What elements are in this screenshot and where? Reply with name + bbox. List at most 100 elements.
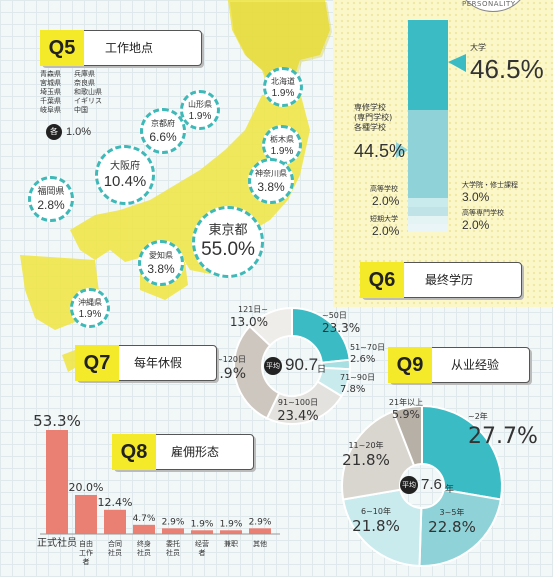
q8-bar-1	[75, 494, 97, 534]
q6-name-3: 短期大学	[370, 215, 398, 223]
q6-value-4: 3.0%	[462, 190, 490, 204]
q9-label-1: 3~5年	[440, 507, 465, 517]
q7-value-3: 23.4%	[277, 409, 318, 424]
location-hokkaido: 北海道 1.9%	[263, 67, 303, 107]
q5-tag: Q5	[40, 30, 84, 66]
q8-bar-7	[249, 528, 271, 534]
q6-name-5: 高等専門学校	[462, 209, 504, 217]
q6-name-1: 専修学校 (専門学校) 各種学校	[354, 103, 393, 132]
q9-label-4: 21年以上	[389, 397, 423, 407]
pref-10: 中国	[74, 106, 88, 114]
location-tochigi: 栃木県 1.9%	[262, 125, 302, 165]
q9-slice-2	[341, 488, 423, 567]
q8-value-6: 1.9%	[220, 519, 243, 529]
q9-label-2: 6~10年	[361, 506, 391, 516]
q9-avg-unit: 年	[445, 485, 455, 495]
q6-bar	[408, 20, 448, 240]
q6-tag: Q6	[360, 262, 404, 298]
q8-value-7: 2.9%	[249, 517, 272, 527]
q7-label-2: 71~90日	[340, 373, 375, 382]
location-yamagata: 山形県 1.9%	[180, 90, 220, 130]
q8-bar-3	[133, 524, 155, 534]
q7-tag: Q7	[75, 345, 119, 381]
each-badge: 各	[46, 124, 62, 140]
q6-name-2: 高等学校	[370, 185, 398, 193]
q8-category-3-1: 社员	[137, 548, 151, 557]
q8-bar-4	[162, 528, 184, 534]
q9-avg-value: 7.6	[421, 476, 442, 493]
q9-avg-badge: 平均	[400, 476, 418, 494]
q7-avg-value: 90.7	[285, 355, 319, 374]
q8-title: 雇佣形态	[171, 445, 220, 459]
brand-text: PERSONALITY	[462, 0, 516, 8]
q9-slice-1	[418, 488, 503, 567]
q5-label: Q5 工作地点	[40, 30, 202, 66]
q6-seg-university	[408, 20, 448, 110]
q6-title: 最终学历	[425, 273, 474, 287]
q8-bar-0	[46, 430, 68, 534]
q8-category-1-2: 者	[83, 558, 90, 566]
q7-label-3: 91~100日	[278, 398, 318, 407]
q8-category-6-0: 兼职	[224, 539, 238, 548]
q6-value-3: 2.0%	[372, 224, 400, 238]
pref-9: 岐阜県	[40, 106, 61, 114]
q6-label: Q6 最终学历	[360, 262, 522, 298]
q8-bar-6	[220, 530, 242, 534]
q8-category-2-0: 合同	[108, 539, 122, 548]
q7-value-2: 7.8%	[340, 384, 365, 395]
q6-value-2: 2.0%	[372, 194, 400, 208]
q6-name-0: 大学	[470, 43, 486, 52]
q6-seg-vocational	[408, 110, 448, 198]
q7-title: 每年休假	[134, 356, 183, 370]
q7-value-0: 23.3%	[322, 321, 360, 335]
q9-label-0: ~2年	[468, 411, 488, 421]
location-kyoto: 京都府 6.6%	[140, 108, 186, 154]
q6-value-0: 46.5%	[470, 54, 544, 84]
pref-8: イギリス	[74, 97, 102, 105]
q8-category-7-0: 其他	[253, 539, 267, 548]
pref-4: 奈良県	[74, 79, 95, 87]
q9-value-3: 21.8%	[342, 451, 390, 469]
q6-seg-graduate	[408, 207, 448, 216]
q6-name-4: 大学院・修士課程	[462, 181, 518, 189]
q6-seg-technical	[408, 224, 448, 232]
pref-2: 兵庫県	[74, 70, 95, 78]
q9-tag: Q9	[388, 347, 432, 383]
q7-avg-unit: 日	[317, 365, 327, 375]
q7-slice-4	[233, 324, 281, 420]
q8-category-1-1: 工作	[79, 548, 93, 557]
q8-label: Q8 雇佣形态	[112, 434, 254, 470]
location-osaka: 大阪府 10.4%	[95, 145, 155, 205]
q8-category-5-0: 经营	[195, 539, 209, 548]
q5-title: 工作地点	[105, 41, 154, 55]
q9-label-3: 11~20年	[348, 440, 383, 450]
location-aichi: 愛知県 3.8%	[138, 240, 184, 286]
q8-bar-5	[191, 530, 213, 534]
q7-slice-5	[248, 306, 293, 347]
q9-value-2: 21.8%	[352, 517, 400, 535]
q8-value-2: 12.4%	[98, 496, 133, 509]
pref-7: 千葉県	[40, 97, 61, 105]
location-fukuoka: 福岡県 2.8%	[28, 176, 74, 222]
q9-value-1: 22.8%	[428, 518, 476, 536]
q7-avg-badge: 平均	[264, 357, 282, 375]
q7-value-1: 2.6%	[350, 354, 375, 365]
q9-value-0: 27.7%	[468, 424, 538, 449]
q7-label-0: ~50日	[322, 311, 347, 320]
q8-category-4-1: 社员	[166, 548, 180, 557]
q8-value-1: 20.0%	[69, 481, 104, 494]
q9-title: 从业经验	[451, 358, 500, 372]
q9-label: Q9 从业经验	[388, 347, 530, 383]
q6-seg-highschool	[408, 198, 448, 207]
pref-6: 和歌山県	[74, 88, 102, 96]
q8-category-2-1: 社员	[108, 548, 122, 557]
q8-category-1-0: 自由	[79, 539, 93, 548]
each-value: 1.0%	[66, 126, 92, 138]
q8-value-3: 4.7%	[133, 514, 156, 524]
q6-seg-junior	[408, 216, 448, 224]
pref-5: 埼玉県	[40, 88, 61, 96]
q9-slice-0	[421, 404, 503, 501]
q8-value-0: 53.3%	[33, 412, 81, 430]
